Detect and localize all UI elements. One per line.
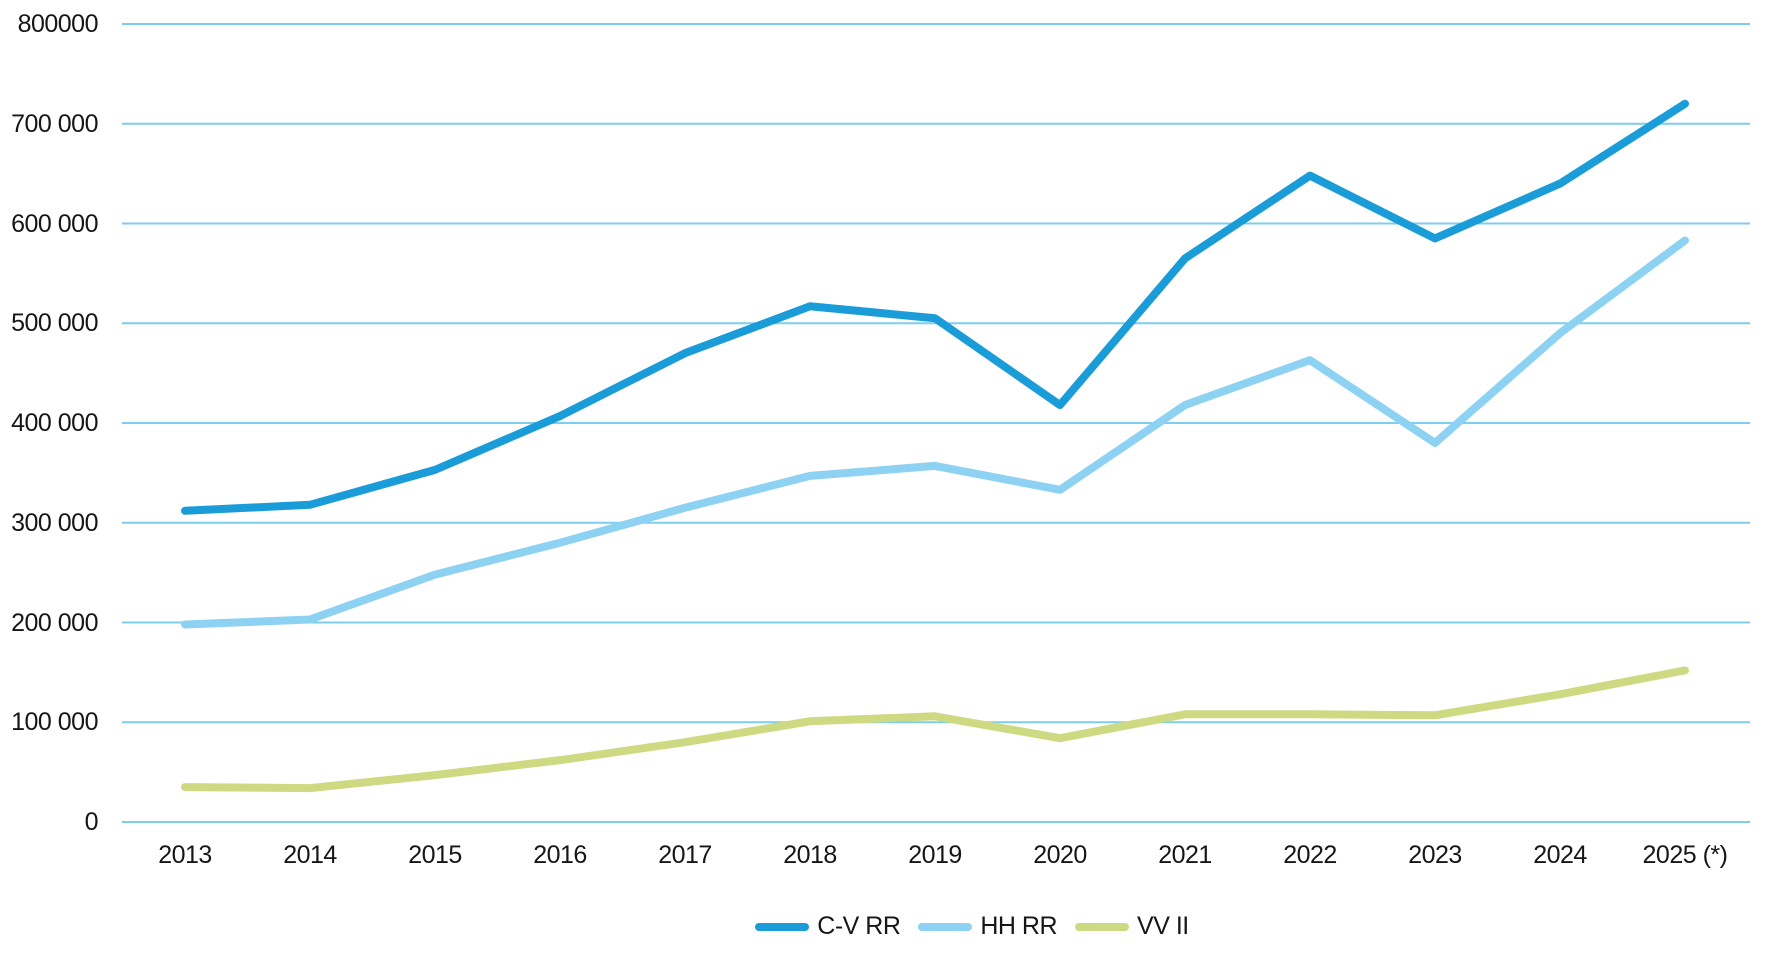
series-line-c-v-rr [181, 99, 1689, 515]
legend-label: HH RR [980, 912, 1058, 940]
x-tick-label: 2017 [658, 841, 712, 869]
x-tick-label: 2014 [283, 841, 337, 869]
legend-label: VV II [1137, 912, 1189, 940]
legend-item: VV II [1075, 912, 1189, 941]
x-tick-label: 2016 [533, 841, 587, 869]
y-tick-label: 0 [84, 808, 99, 836]
legend-swatch-icon [755, 922, 810, 931]
y-tick-label: 300 000 [11, 508, 98, 537]
series-line-hh-rr [181, 236, 1689, 629]
legend-swatch-icon [1075, 922, 1130, 931]
legend: C-V RR HH RR VV II [0, 912, 1772, 941]
legend-item: C-V RR [755, 912, 901, 941]
y-tick-label: 100 000 [11, 708, 98, 737]
legend-label: C-V RR [817, 912, 901, 940]
x-tick-label: 2025 (*) [1642, 841, 1728, 869]
y-tick-label: 800000 [17, 10, 99, 38]
y-tick-label: 500 000 [11, 309, 98, 338]
x-tick-label: 2019 [908, 841, 962, 869]
y-tick-label: 700 000 [11, 109, 98, 138]
x-tick-label: 2013 [158, 841, 212, 869]
y-tick-label: 600 000 [11, 209, 98, 238]
legend-swatch-icon [918, 922, 973, 931]
x-tick-label: 2022 [1283, 841, 1337, 869]
x-tick-label: 2023 [1408, 841, 1462, 869]
x-tick-label: 2015 [408, 841, 462, 869]
y-tick-label: 200 000 [11, 608, 98, 637]
x-tick-label: 2021 [1158, 841, 1212, 869]
x-tick-label: 2024 [1533, 841, 1587, 869]
x-tick-label: 2020 [1033, 841, 1087, 869]
legend-item: HH RR [918, 912, 1058, 941]
series-line-vv-ii [181, 666, 1689, 793]
x-tick-label: 2018 [783, 841, 837, 869]
y-tick-label: 400 000 [11, 409, 98, 437]
